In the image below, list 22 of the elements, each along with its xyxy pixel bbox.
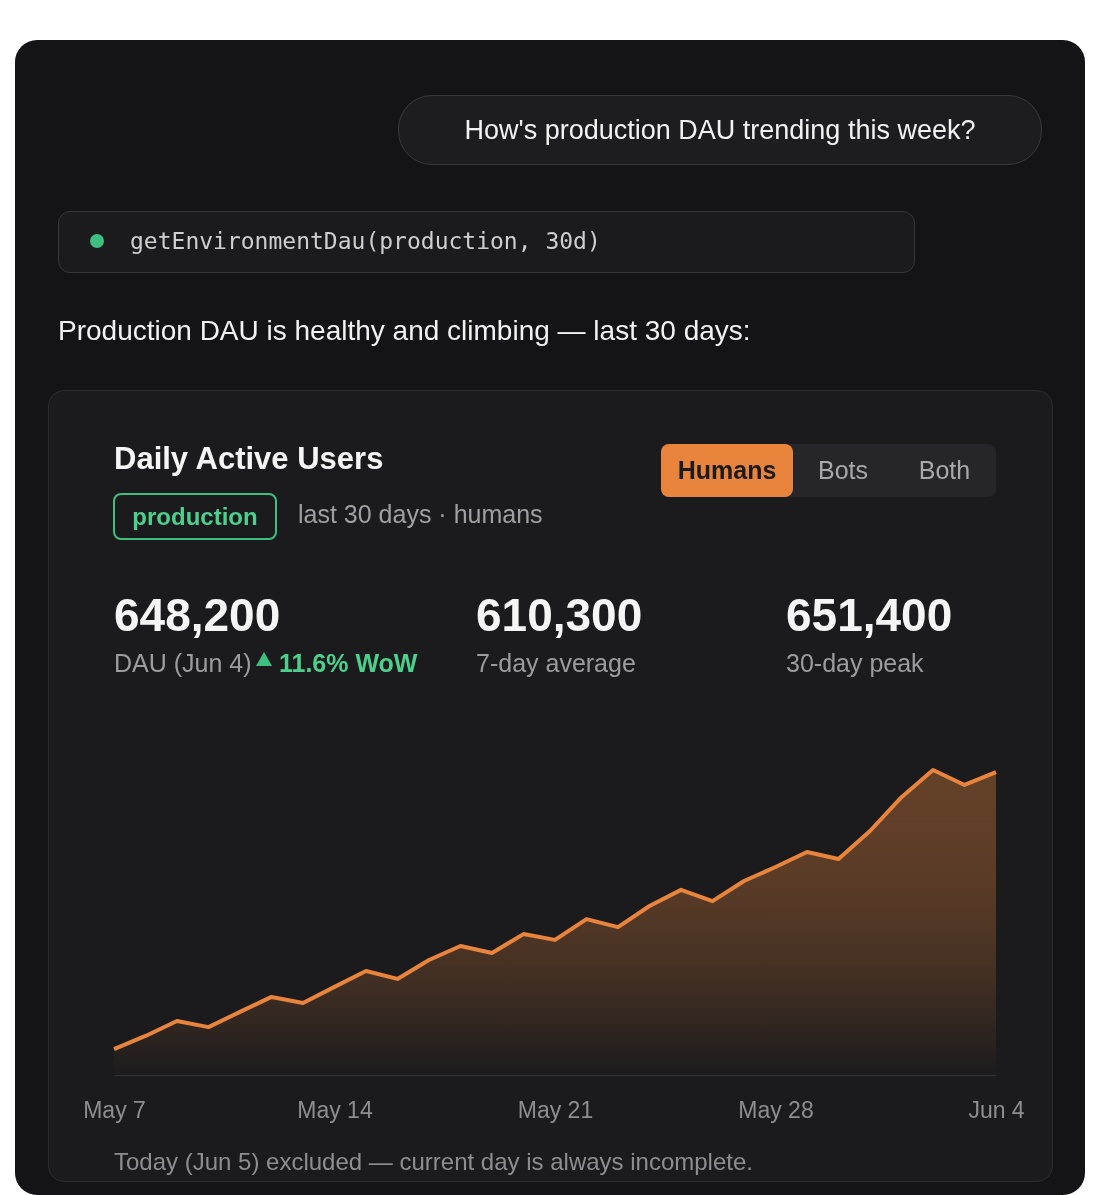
x-tick-label: May 28 — [738, 1096, 814, 1123]
text: production — [113, 493, 277, 540]
text: Humans — [661, 444, 793, 497]
text: 11.6% WoW — [279, 649, 418, 678]
text: Production DAU is healthy and climbing — last 30 days: — [58, 315, 751, 347]
text: Bots — [817, 455, 869, 486]
text: Today (Jun 5) excluded — current day is always incomplete. — [114, 1148, 753, 1176]
x-tick-label: Jun 4 — [968, 1096, 1025, 1123]
x-tick-label: May 21 — [517, 1096, 594, 1123]
chart-title: Daily Active Users — [114, 441, 384, 477]
text: Both — [917, 455, 972, 486]
text: How's production DAU trending this week? — [398, 95, 1042, 165]
text: getEnvironmentDau(production, 30d) — [130, 228, 601, 254]
text: DAU (Jun 4) — [114, 649, 252, 678]
x-tick-label: May 14 — [297, 1096, 373, 1123]
text: 610,300 — [476, 588, 643, 642]
text: 651,400 — [786, 588, 953, 642]
x-tick-label: May 7 — [83, 1096, 146, 1123]
text: 30-day peak — [786, 649, 924, 678]
chart-subtitle: last 30 days · humans — [298, 500, 543, 529]
text: 648,200 — [114, 588, 281, 642]
text: 7-day average — [476, 649, 636, 678]
